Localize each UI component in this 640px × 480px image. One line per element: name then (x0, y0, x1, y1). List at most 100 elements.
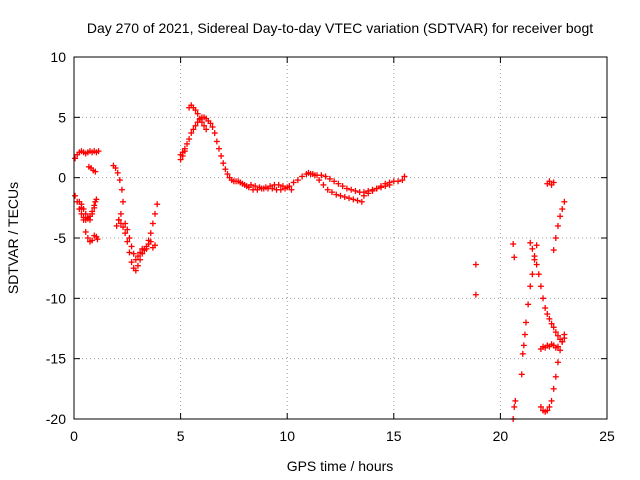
data-point (143, 245, 150, 252)
data-point (92, 168, 99, 175)
data-point (201, 122, 208, 129)
data-point (533, 242, 540, 249)
data-point (86, 216, 93, 223)
data-point (80, 206, 87, 213)
data-point (80, 216, 87, 223)
data-point (552, 373, 559, 380)
data-point (561, 331, 568, 338)
data-point (267, 183, 274, 190)
data-point (512, 397, 519, 404)
data-point (529, 271, 536, 278)
data-point (115, 216, 122, 223)
data-point (520, 342, 527, 349)
data-point (120, 198, 127, 205)
data-point (82, 210, 89, 217)
data-point (262, 184, 269, 191)
data-point (92, 198, 99, 205)
data-point (554, 343, 561, 350)
data-point (192, 107, 199, 114)
data-point (522, 319, 529, 326)
data-point (525, 301, 532, 308)
data-point (186, 136, 193, 143)
x-tick-label: 20 (493, 428, 509, 444)
data-point (305, 169, 312, 176)
data-point (213, 138, 220, 145)
data-point (132, 267, 139, 274)
data-point (284, 184, 291, 191)
data-point (247, 181, 254, 188)
data-point (395, 178, 402, 185)
data-point (275, 181, 282, 188)
data-point (196, 115, 203, 122)
data-point (126, 235, 133, 241)
data-point (554, 222, 561, 229)
data-point (72, 192, 79, 199)
data-point (116, 177, 123, 184)
data-point (365, 190, 372, 197)
data-point (207, 120, 214, 127)
data-point (561, 198, 568, 205)
data-point (124, 226, 131, 233)
data-point (552, 235, 559, 241)
data-point (152, 242, 159, 249)
data-point (527, 239, 534, 246)
data-point (84, 235, 91, 241)
data-point (134, 262, 141, 269)
data-point (89, 237, 96, 244)
data-point (222, 166, 229, 173)
data-point (546, 315, 553, 322)
data-point (122, 220, 129, 227)
data-points (72, 102, 568, 422)
data-point (544, 407, 551, 414)
data-point (154, 201, 161, 208)
data-point (540, 295, 547, 302)
data-point (299, 173, 306, 180)
data-point (552, 329, 559, 336)
data-point (346, 195, 353, 202)
data-point (333, 191, 340, 198)
data-point (137, 249, 144, 256)
data-point (350, 196, 357, 203)
data-point (559, 206, 566, 213)
data-point (554, 332, 561, 339)
data-point (91, 204, 98, 211)
data-point (188, 130, 195, 137)
data-point (211, 130, 218, 137)
x-tick-label: 0 (70, 428, 78, 444)
data-point (535, 271, 542, 278)
data-point (128, 243, 135, 250)
data-point (252, 183, 259, 190)
data-point (339, 183, 346, 190)
data-point (519, 350, 526, 357)
data-point (550, 247, 557, 254)
data-point (277, 186, 284, 193)
data-point (557, 213, 564, 220)
data-point (331, 178, 338, 185)
data-point (399, 177, 406, 184)
data-point (194, 110, 201, 117)
data-point (198, 119, 205, 126)
data-point (378, 183, 385, 190)
data-point (254, 186, 261, 193)
data-point (114, 169, 121, 176)
data-point (401, 173, 408, 180)
data-point (382, 180, 389, 187)
data-point (544, 311, 551, 318)
data-point (542, 304, 549, 311)
data-point (72, 155, 79, 162)
data-point (511, 254, 518, 261)
data-point (288, 186, 295, 193)
data-point (89, 210, 96, 217)
y-tick-label: 5 (58, 109, 66, 125)
data-point (373, 185, 380, 192)
data-point (472, 261, 479, 268)
data-point (118, 186, 125, 193)
y-tick-label: -20 (46, 411, 66, 427)
data-point (318, 172, 325, 179)
data-point (537, 283, 544, 290)
data-point (348, 186, 355, 193)
plot-frame (73, 56, 608, 420)
data-point (335, 180, 342, 187)
data-point (531, 253, 538, 260)
data-point (117, 210, 124, 217)
